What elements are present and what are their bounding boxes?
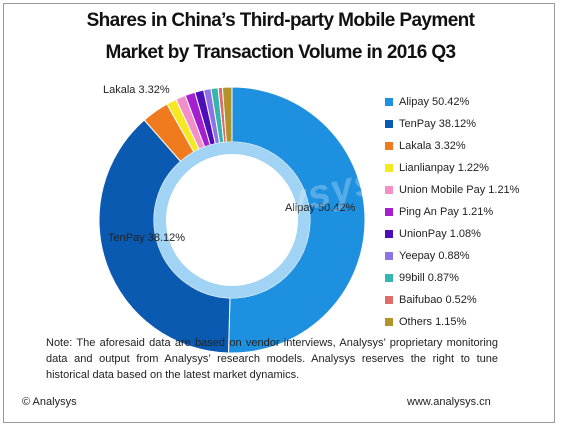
legend-item-lakala: Lakala 3.32% <box>385 135 555 157</box>
legend-label: Yeepay 0.88% <box>399 250 470 262</box>
legend-label: Others 1.15% <box>399 316 467 328</box>
legend-item-alipay: Alipay 50.42% <box>385 91 555 113</box>
legend-swatch <box>385 296 393 304</box>
legend-swatch <box>385 274 393 282</box>
legend-swatch <box>385 120 393 128</box>
legend-swatch <box>385 252 393 260</box>
legend-item-ping-an-pay: Ping An Pay 1.21% <box>385 201 555 223</box>
legend-label: Ping An Pay 1.21% <box>399 206 494 218</box>
legend-label: Union Mobile Pay 1.21% <box>399 184 520 196</box>
legend-label: Lakala 3.32% <box>399 140 466 152</box>
legend-item-yeepay: Yeepay 0.88% <box>385 245 555 267</box>
legend-item-baifubao: Baifubao 0.52% <box>385 289 555 311</box>
legend-label: Lianlianpay 1.22% <box>399 162 489 174</box>
legend-item-tenpay: TenPay 38.12% <box>385 113 555 135</box>
legend-item-lianlianpay: Lianlianpay 1.22% <box>385 157 555 179</box>
copyright-text: © Analysys <box>22 396 77 408</box>
legend-item-union-mobile-pay: Union Mobile Pay 1.21% <box>385 179 555 201</box>
legend-label: Baifubao 0.52% <box>399 294 477 306</box>
legend-swatch <box>385 164 393 172</box>
slice-label-tenpay: TenPay 38.12% <box>108 232 185 244</box>
slice-label-lakala: Lakala 3.32% <box>103 84 170 96</box>
legend-item-99bill: 99bill 0.87% <box>385 267 555 289</box>
legend-swatch <box>385 230 393 238</box>
legend-swatch <box>385 142 393 150</box>
footnote: Note: The aforesaid data are based on ve… <box>46 337 498 381</box>
legend-label: TenPay 38.12% <box>399 118 477 130</box>
legend-item-unionpay: UnionPay 1.08% <box>385 223 555 245</box>
chart-legend: Alipay 50.42% TenPay 38.12% Lakala 3.32% Li… <box>385 91 555 333</box>
legend-swatch <box>385 98 393 106</box>
chart-frame <box>3 3 555 423</box>
legend-item-others: Others 1.15% <box>385 311 555 333</box>
chart-title-line1: Shares in China’s Third-party Mobile Pay… <box>86 10 475 31</box>
legend-swatch <box>385 208 393 216</box>
legend-swatch <box>385 186 393 194</box>
legend-swatch <box>385 318 393 326</box>
website-text: www.analysys.cn <box>407 396 491 408</box>
slice-tenpay <box>98 119 231 354</box>
legend-label: 99bill 0.87% <box>399 272 459 284</box>
legend-label: UnionPay 1.08% <box>399 228 481 240</box>
inner-ring <box>154 142 310 298</box>
legend-label: Alipay 50.42% <box>399 96 470 108</box>
slice-label-alipay: Alipay 50.42% <box>285 202 356 214</box>
chart-title-line2: Market by Transaction Volume in 2016 Q3 <box>105 42 456 63</box>
